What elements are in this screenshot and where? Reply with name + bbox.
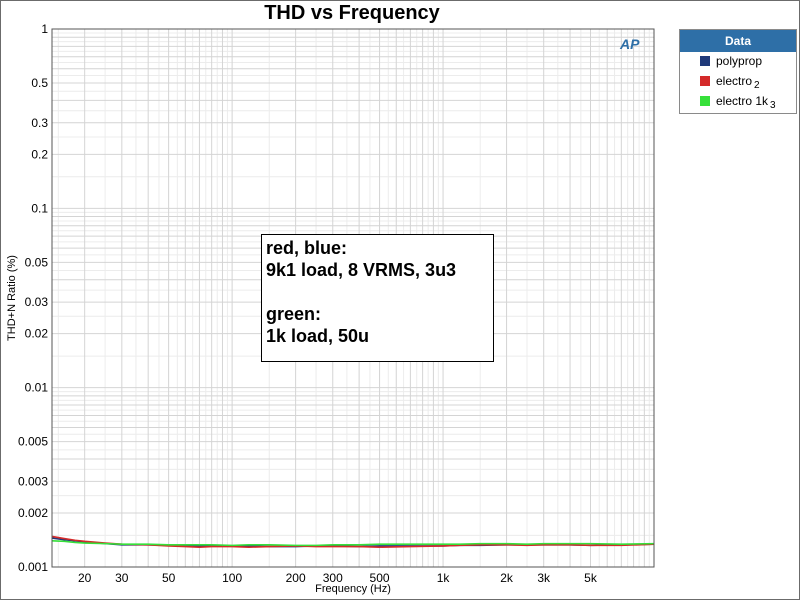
x-tick-label: 200 — [286, 571, 306, 585]
chart-title: THD vs Frequency — [264, 2, 440, 24]
ap-logo-icon: AP — [620, 36, 640, 52]
x-axis-label: Frequency (Hz) — [315, 583, 391, 595]
series-line-electro-1k — [51, 539, 655, 547]
legend-swatch — [700, 76, 710, 86]
x-tick-label: 30 — [115, 571, 129, 585]
y-tick-label: 0.2 — [31, 147, 48, 161]
y-tick-label: 0.03 — [25, 295, 49, 309]
y-tick-label: 0.005 — [18, 435, 48, 449]
y-tick-label: 0.02 — [25, 327, 49, 341]
x-tick-label: 1k — [437, 571, 451, 585]
legend-title: Data — [680, 30, 796, 52]
legend-label: electro 1k 3 — [716, 94, 776, 111]
y-tick-label: 0.01 — [25, 381, 49, 395]
legend-item-electro-1k[interactable]: electro 1k 3 — [680, 92, 796, 112]
x-tick-label: 300 — [323, 571, 343, 585]
legend-label: electro 2 — [716, 74, 760, 91]
y-tick-label: 0.003 — [18, 474, 48, 488]
x-tick-label: 100 — [222, 571, 242, 585]
series-layer — [51, 535, 655, 548]
y-tick-label: 0.5 — [31, 76, 48, 90]
x-tick-labels: 20 30 50 100 200 300 500 1k 2k 3k 5k — [78, 571, 598, 585]
annotation-line: 1k load, 50u — [266, 326, 370, 346]
legend-item-polyprop[interactable]: polyprop — [680, 52, 796, 72]
x-tick-label: 5k — [584, 571, 598, 585]
x-tick-label: 20 — [78, 571, 92, 585]
y-tick-labels: 1 0.5 0.3 0.2 0.1 0.05 0.03 0.02 0.01 0.005 0.003 0… — [18, 22, 48, 574]
y-tick-label: 0.002 — [18, 506, 48, 520]
annotation-box: red, blue: 9k1 load, 8 VRMS, 3u3 green: … — [261, 234, 494, 362]
x-tick-label: 500 — [370, 571, 390, 585]
legend: Data polyprop electro 2 electro 1k 3 — [679, 29, 797, 114]
x-tick-label: 2k — [500, 571, 514, 585]
annotation-line: 9k1 load, 8 VRMS, 3u3 — [266, 260, 457, 280]
legend-item-electro[interactable]: electro 2 — [680, 72, 796, 92]
y-tick-label: 1 — [41, 22, 48, 36]
plot-border — [51, 28, 655, 568]
x-tick-label: 50 — [162, 571, 176, 585]
legend-swatch — [700, 96, 710, 106]
annotation-line: green: — [266, 304, 322, 324]
annotation-line — [266, 281, 489, 303]
legend-swatch — [700, 56, 710, 66]
y-tick-label: 0.05 — [25, 255, 49, 269]
annotation-line: red, blue: — [266, 238, 348, 258]
legend-label: polyprop — [716, 54, 763, 68]
y-axis-label: THD+N Ratio (%) — [6, 255, 18, 341]
y-tick-label: 0.001 — [18, 560, 48, 574]
x-tick-label: 3k — [537, 571, 551, 585]
y-tick-label: 0.3 — [31, 116, 48, 130]
y-tick-label: 0.1 — [31, 201, 48, 215]
